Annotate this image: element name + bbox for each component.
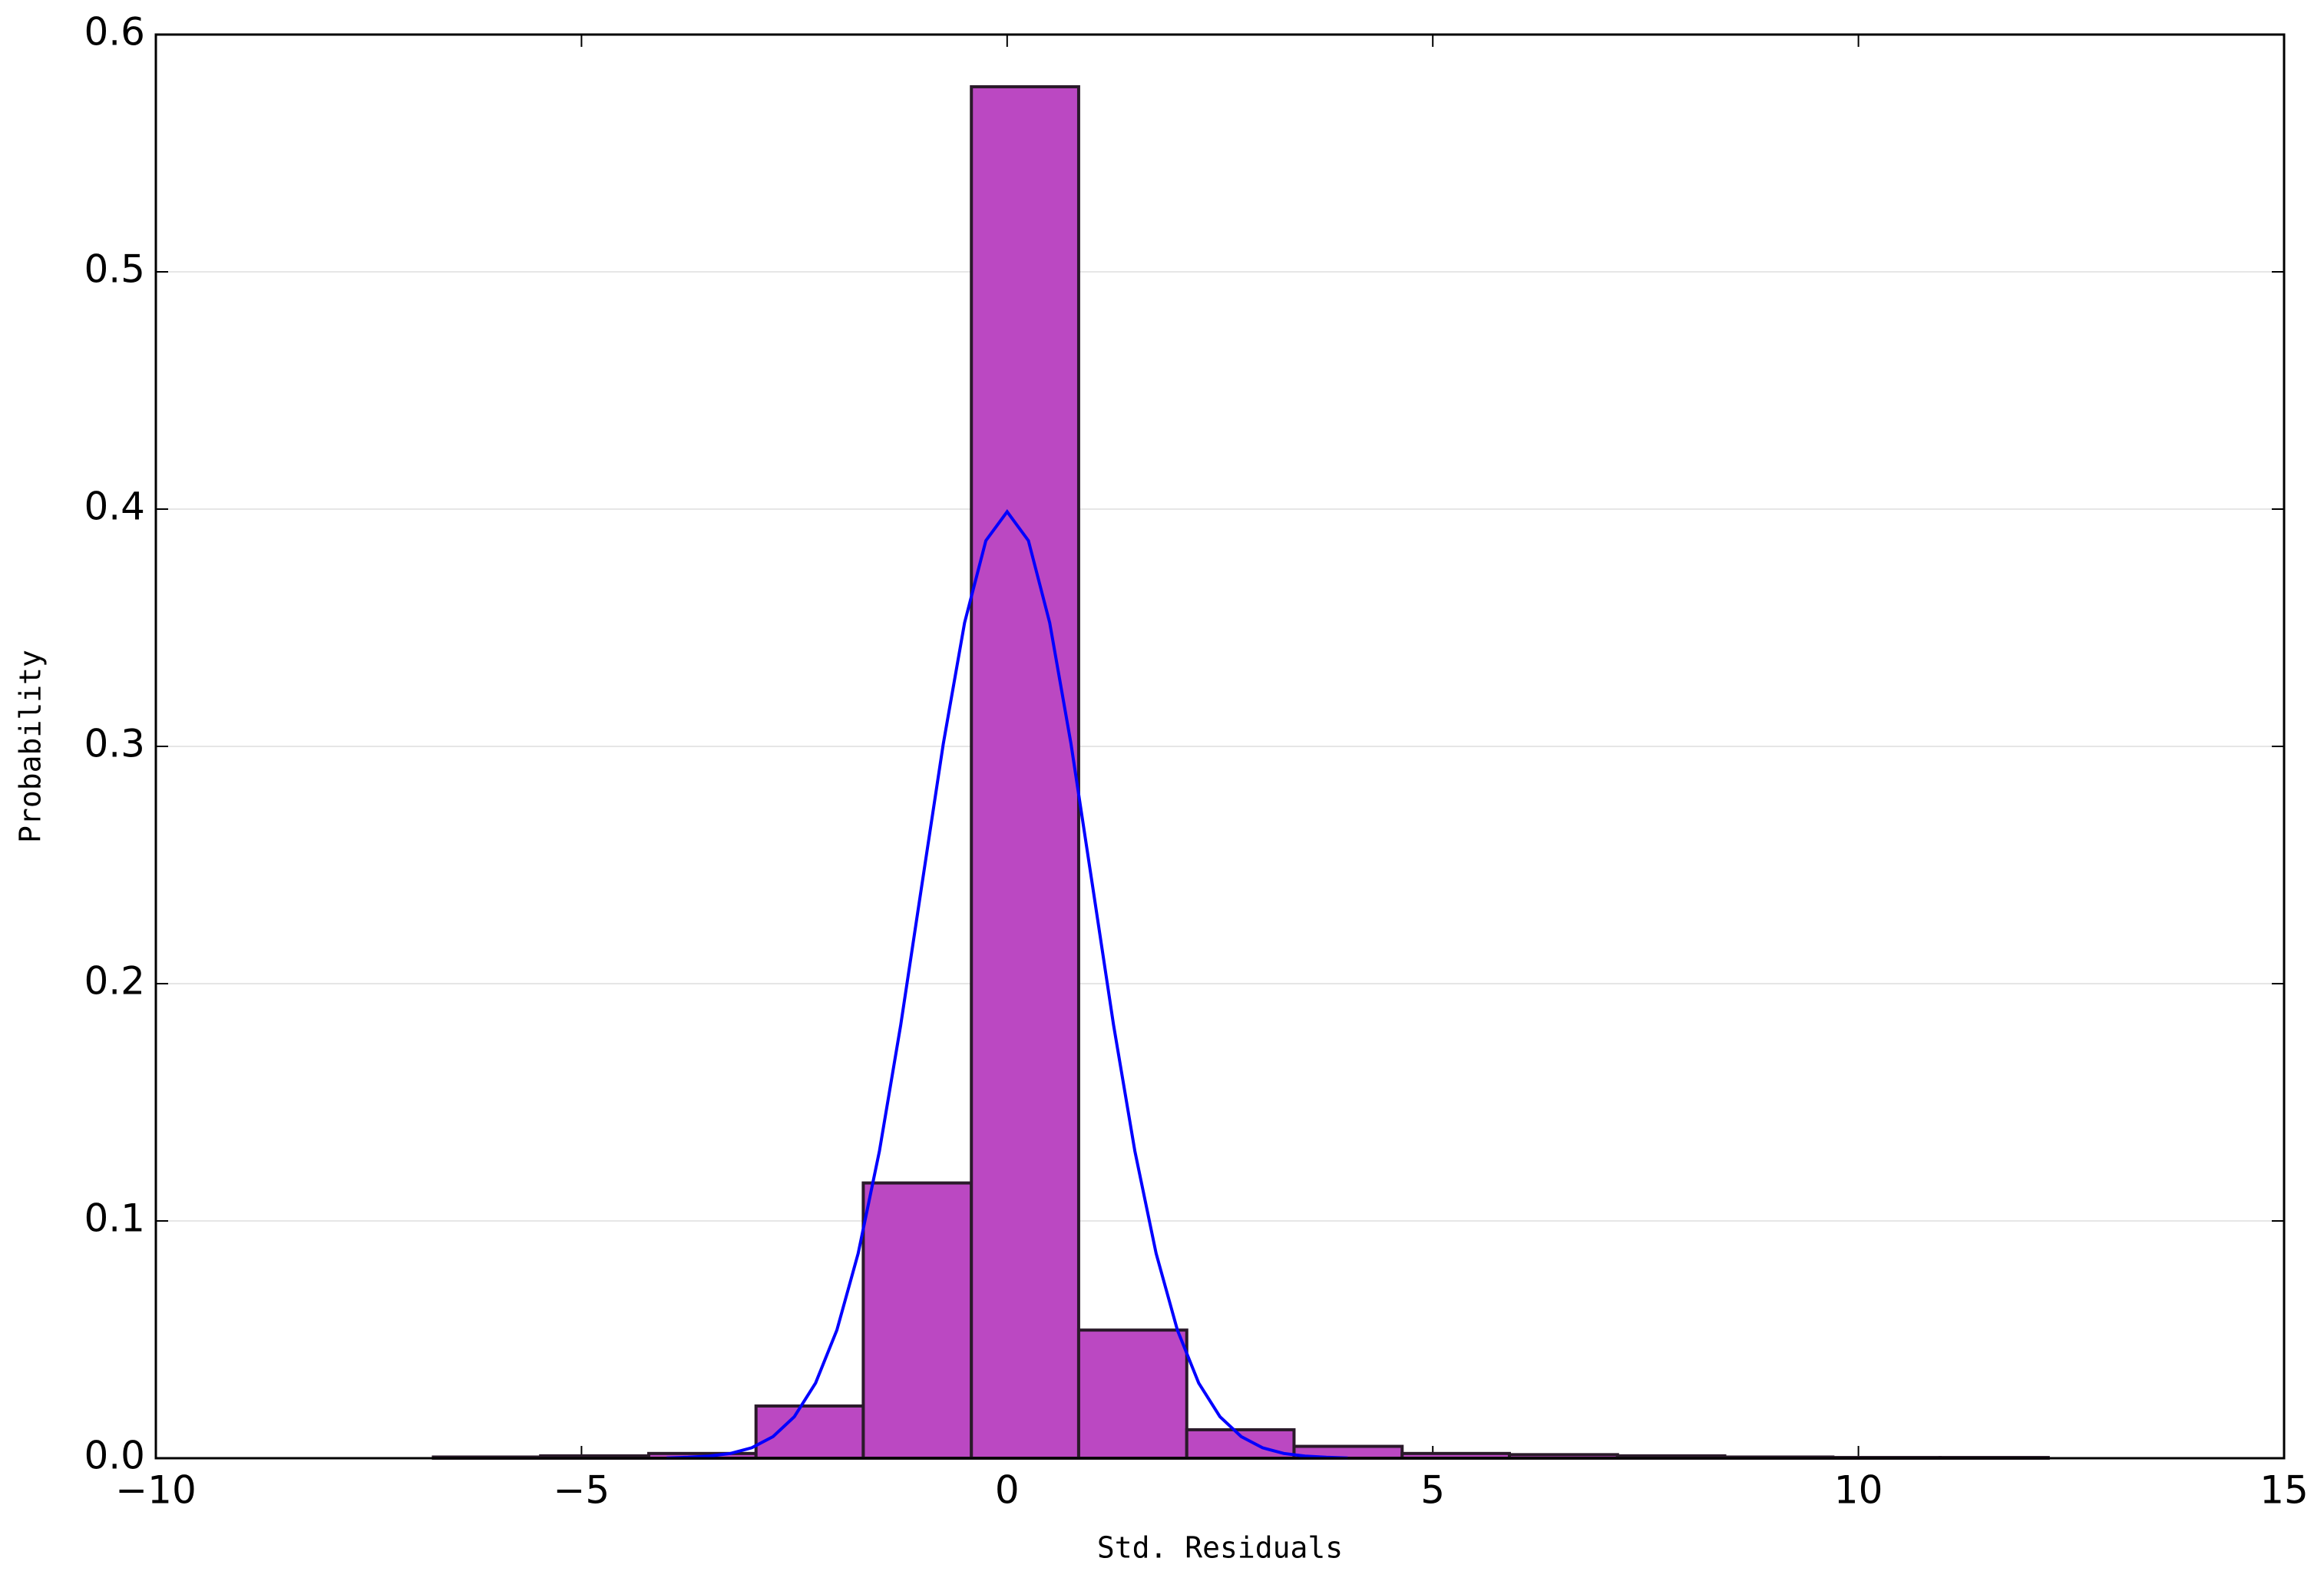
x-tick-label: −5 [554,1468,610,1513]
bar [754,1404,865,1461]
bar [1076,1328,1188,1461]
y-tick-label: 0.6 [84,10,145,55]
y-tick-label: 0.5 [84,247,145,292]
fit-curve [666,509,1348,1460]
y-tick-label: 0.0 [84,1434,145,1478]
x-tick-label: 5 [1420,1468,1445,1513]
x-tick-label: 10 [1834,1468,1883,1513]
bar [861,1181,974,1461]
bar [970,84,1080,1461]
y-tick-label: 0.2 [84,959,145,1004]
x-tick-label: −10 [115,1468,197,1513]
x-tick-label: 15 [2260,1468,2309,1513]
y-axis-label: Probability [14,650,48,843]
y-tick-label: 0.1 [84,1196,145,1241]
y-tick-label: 0.4 [84,485,145,529]
x-tick-label: 0 [995,1468,1020,1513]
plot-frame [154,33,2286,1460]
y-tick-label: 0.3 [84,722,145,766]
x-axis-label: Std. Residuals [1097,1531,1343,1565]
